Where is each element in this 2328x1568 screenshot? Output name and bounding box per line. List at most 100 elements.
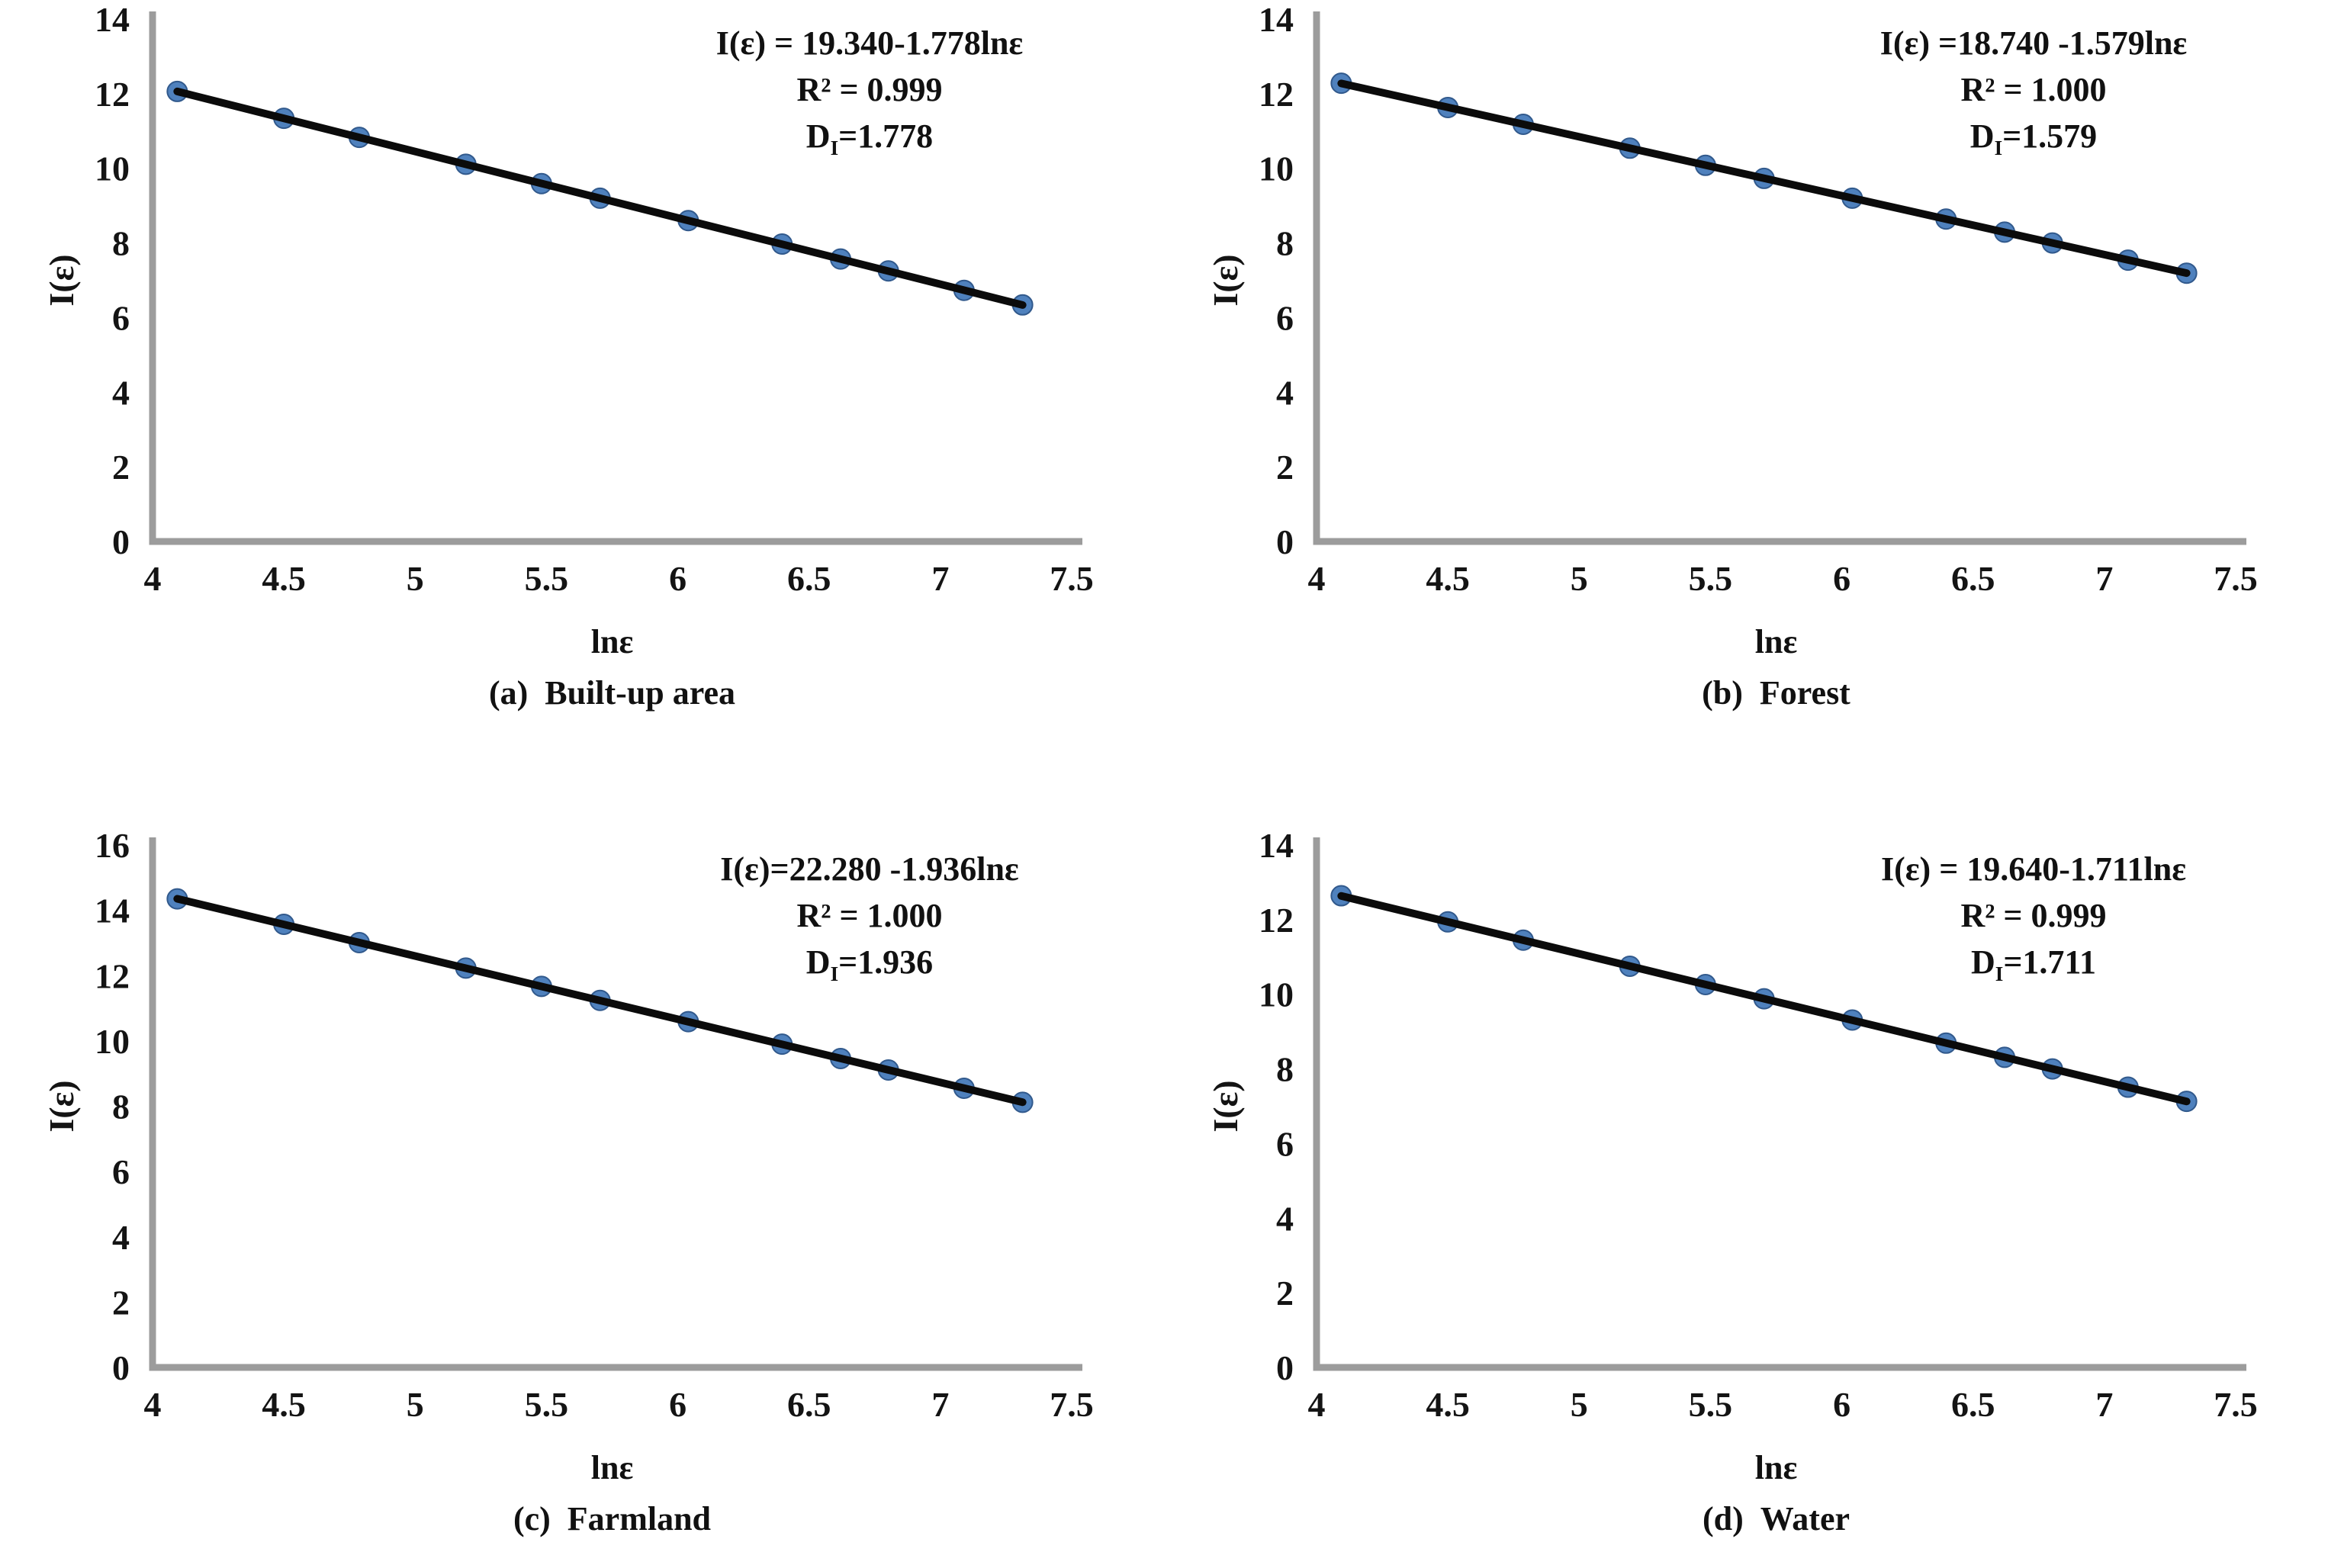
x-tick-label: 7.5 xyxy=(1050,1385,1094,1424)
y-axis-title: I(ε) xyxy=(42,1080,81,1132)
y-tick-label: 4 xyxy=(112,373,130,412)
x-tick-label: 4.5 xyxy=(1426,1385,1470,1424)
x-tick-label: 4 xyxy=(1308,1385,1326,1424)
caption-text: Forest xyxy=(1759,674,1851,712)
fit-annotation: I(ε) = 19.340-1.778lnε R² = 0.999 DI=1.7… xyxy=(716,20,1023,159)
caption-tag: (a) xyxy=(488,674,529,712)
x-tick-label: 7 xyxy=(2095,1385,2113,1424)
y-tick-label: 6 xyxy=(1276,1124,1294,1163)
trend-line xyxy=(173,87,1027,309)
caption-text: Built-up area xyxy=(545,674,736,712)
chart-water: 0 2 4 6 8 10 12 14 4 4.5 5 5.5 6 6.5 7 7.5 I(ε) xyxy=(1206,826,2258,1424)
fit-dimension: DI=1.711 xyxy=(1971,943,2096,985)
y-tick-label: 0 xyxy=(1276,1348,1294,1387)
x-tick-label: 6.5 xyxy=(1951,559,1995,598)
y-tick-label: 12 xyxy=(1259,901,1294,940)
y-tick-label: 14 xyxy=(95,0,130,39)
x-tick-label: 6.5 xyxy=(787,1385,831,1424)
panel-caption: (c) Farmland xyxy=(0,1499,1224,1538)
x-tick-label: 7.5 xyxy=(2214,559,2258,598)
x-axis-title: lnε xyxy=(590,623,634,660)
caption-tag: (b) xyxy=(1702,674,1743,712)
x-tick-label: 5.5 xyxy=(525,1385,569,1424)
trend-line xyxy=(1337,79,2191,278)
fit-r-squared: R² = 0.999 xyxy=(796,71,943,108)
y-tick-label: 4 xyxy=(1276,373,1294,412)
y-tick-label: 6 xyxy=(112,1152,130,1191)
panel-caption: (a) Built-up area xyxy=(0,673,1224,712)
caption-text: Water xyxy=(1760,1500,1851,1537)
y-tick-label: 14 xyxy=(1259,0,1294,39)
fit-annotation: I(ε)=22.280 -1.936lnε R² = 1.000 DI=1.93… xyxy=(720,846,1018,985)
y-tick-label: 0 xyxy=(112,1348,130,1387)
y-tick-label: 12 xyxy=(1259,75,1294,114)
x-axis-title: lnε xyxy=(590,1449,634,1486)
fit-equation: I(ε) = 19.640-1.711lnε xyxy=(1880,850,2187,888)
fit-r-squared: R² = 0.999 xyxy=(1960,897,2107,934)
panel-water: 0 2 4 6 8 10 12 14 4 4.5 5 5.5 6 6.5 7 7.5 I(ε) I(ε) = 1… xyxy=(1164,784,2328,1568)
dimension-subscript: I xyxy=(830,962,839,985)
x-tick-label: 7 xyxy=(931,1385,949,1424)
y-tick-label: 8 xyxy=(112,1088,130,1126)
y-tick-label: 12 xyxy=(95,956,130,995)
x-tick-label: 5 xyxy=(1571,559,1588,598)
panel-built-up-area: 0 2 4 6 8 10 12 14 4 4.5 5 5.5 6 6.5 7 7.5 I(ε) I(ε) = 1… xyxy=(0,0,1164,784)
panel-caption-block: lnε (d) Water xyxy=(1164,1448,2328,1538)
caption-tag: (c) xyxy=(513,1500,551,1537)
panel-caption: (d) Water xyxy=(1164,1499,2328,1538)
y-tick-label: 2 xyxy=(1276,1274,1294,1313)
x-tick-label: 7 xyxy=(2095,559,2113,598)
x-axis-title: lnε xyxy=(1754,623,1798,660)
x-tick-label: 4 xyxy=(1308,559,1326,598)
fit-dimension: DI=1.936 xyxy=(805,943,934,985)
chart-built-up-area: 0 2 4 6 8 10 12 14 4 4.5 5 5.5 6 6.5 7 7.5 I(ε) xyxy=(42,0,1094,598)
fit-r-squared: R² = 1.000 xyxy=(796,897,943,934)
y-tick-label: 6 xyxy=(112,298,130,337)
x-tick-label: 5.5 xyxy=(1689,559,1733,598)
y-tick-label: 8 xyxy=(112,224,130,263)
x-tick-label: 4.5 xyxy=(262,559,306,598)
caption-tag: (d) xyxy=(1702,1500,1744,1537)
y-tick-label: 10 xyxy=(1259,149,1294,188)
fit-equation: I(ε)=22.280 -1.936lnε xyxy=(720,850,1019,888)
panel-caption-block: lnε (b) Forest xyxy=(1164,622,2328,712)
x-tick-label: 6 xyxy=(1833,1385,1851,1424)
x-tick-label: 7.5 xyxy=(2214,1385,2258,1424)
y-tick-label: 16 xyxy=(95,826,130,865)
y-tick-label: 4 xyxy=(1276,1199,1294,1238)
panel-caption-block: lnε (c) Farmland xyxy=(0,1448,1224,1538)
chart-farmland: 0 2 4 6 8 10 12 14 16 4 4.5 5 5.5 6 6.5 7 7.5 I(ε) xyxy=(42,826,1094,1424)
x-tick-label: 6 xyxy=(669,1385,687,1424)
panel-farmland: 0 2 4 6 8 10 12 14 16 4 4.5 5 5.5 6 6.5 7 7.5 I(ε) I(ε)=2… xyxy=(0,784,1164,1568)
x-tick-label: 5 xyxy=(407,1385,424,1424)
y-tick-label: 14 xyxy=(1259,826,1294,865)
y-tick-label: 0 xyxy=(112,522,130,561)
fit-r-squared: R² = 1.000 xyxy=(1960,71,2107,108)
dimension-subscript: I xyxy=(1995,962,2004,985)
y-tick-label: 2 xyxy=(112,448,130,487)
fit-annotation: I(ε) = 19.640-1.711lnε R² = 0.999 DI=1.7… xyxy=(1881,846,2186,985)
dimension-subscript: I xyxy=(830,136,839,159)
y-tick-label: 4 xyxy=(112,1218,130,1257)
y-tick-label: 6 xyxy=(1276,298,1294,337)
y-tick-label: 2 xyxy=(112,1283,130,1322)
y-tick-label: 8 xyxy=(1276,1050,1294,1089)
y-tick-label: 0 xyxy=(1276,522,1294,561)
y-tick-label: 10 xyxy=(95,149,130,188)
chart-forest: 0 2 4 6 8 10 12 14 4 4.5 5 5.5 6 6.5 7 7.5 I(ε) xyxy=(1206,0,2258,598)
y-tick-label: 8 xyxy=(1276,224,1294,263)
x-tick-label: 4.5 xyxy=(262,1385,306,1424)
y-tick-label: 14 xyxy=(95,892,130,930)
y-tick-label: 10 xyxy=(1259,975,1294,1014)
x-tick-label: 4 xyxy=(144,559,162,598)
x-tick-label: 4 xyxy=(144,1385,162,1424)
y-tick-label: 2 xyxy=(1276,448,1294,487)
x-tick-label: 6.5 xyxy=(787,559,831,598)
x-tick-label: 5.5 xyxy=(525,559,569,598)
fit-dimension: DI=1.579 xyxy=(1969,117,2098,159)
x-tick-label: 5 xyxy=(1571,1385,1588,1424)
y-tick-label: 10 xyxy=(95,1022,130,1061)
y-axis-title: I(ε) xyxy=(42,254,81,306)
dimension-subscript: I xyxy=(1994,136,2003,159)
